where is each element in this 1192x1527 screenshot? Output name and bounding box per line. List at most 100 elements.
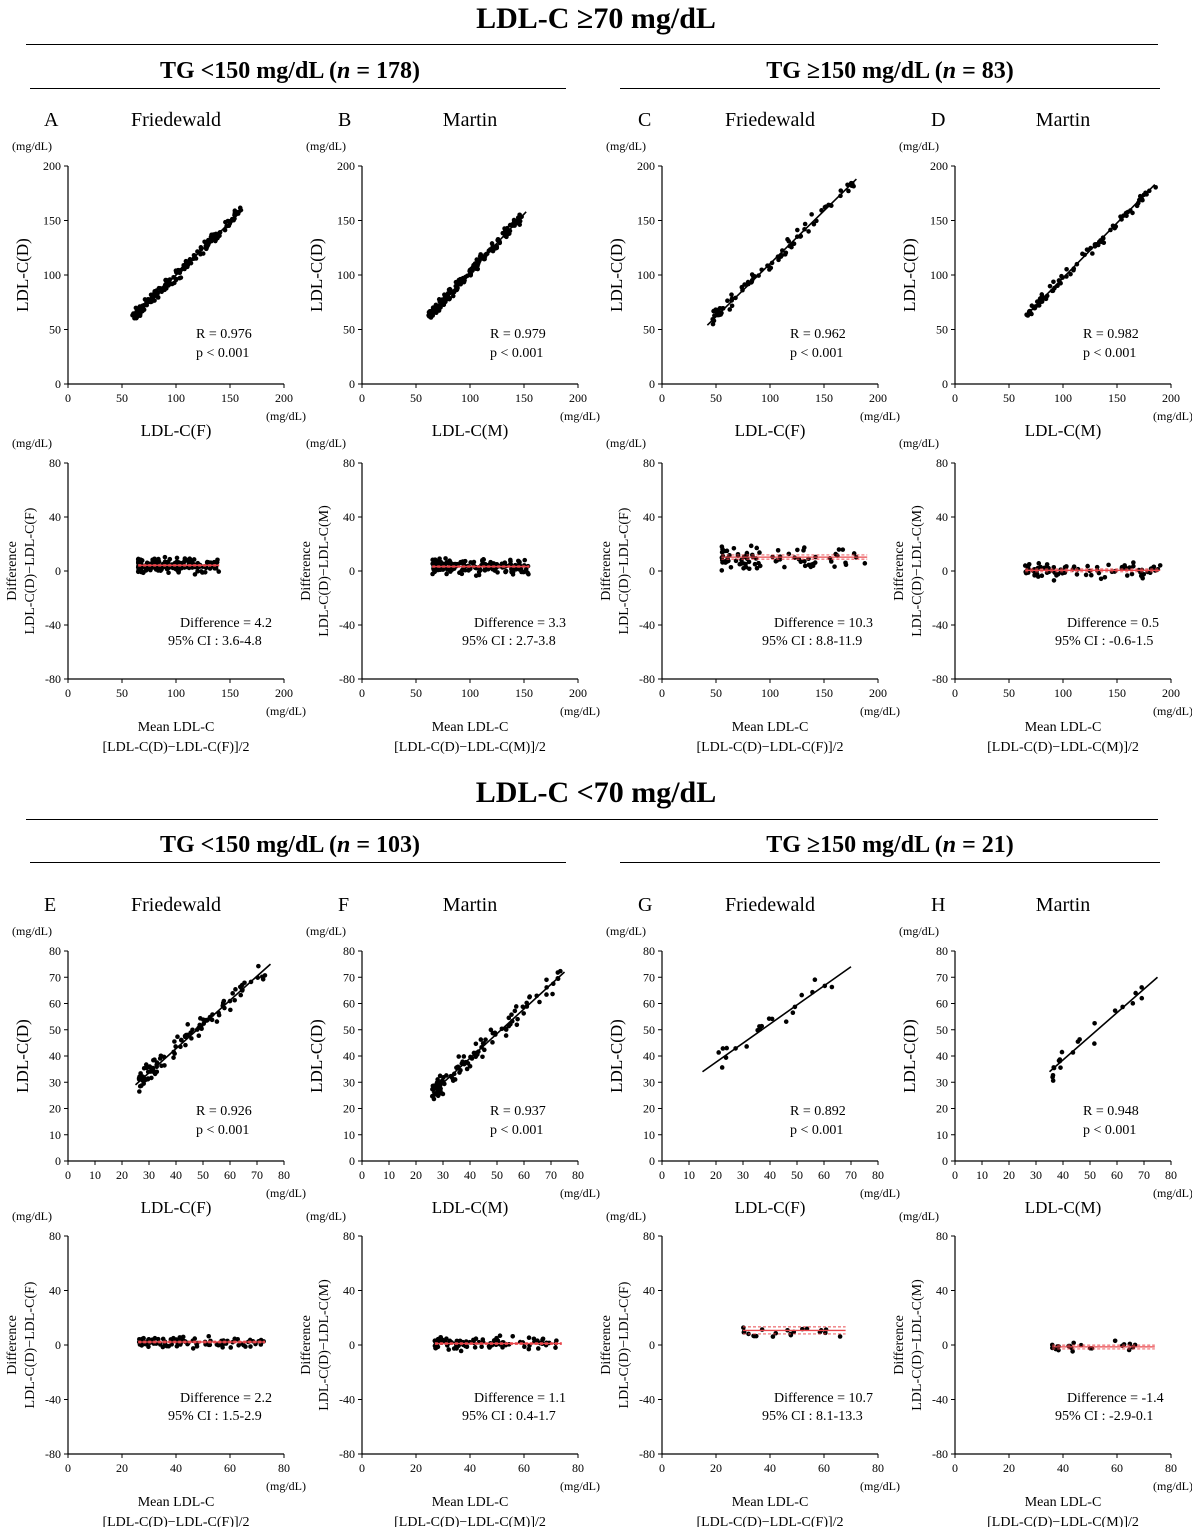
data-point <box>168 1337 174 1342</box>
y-unit-label: (mg/dL) <box>606 436 646 450</box>
y-axis-label: LDL-C(D) <box>900 238 919 312</box>
regression-line <box>1024 183 1156 317</box>
data-point <box>751 1333 756 1339</box>
x-unit-label: (mg/dL) <box>266 409 306 423</box>
data-point <box>1130 1001 1136 1006</box>
data-point <box>173 566 178 572</box>
y-tick-label: 40 <box>643 510 655 524</box>
panel-letter: C <box>638 109 651 131</box>
y-tick-label: 0 <box>55 377 61 391</box>
data-point <box>1092 1041 1097 1046</box>
x-tick-label: 200 <box>275 686 293 700</box>
data-point <box>812 977 818 982</box>
y-tick-label: 50 <box>643 323 655 337</box>
data-point <box>799 992 805 998</box>
x-axis-label-2: [LDL-C(D)−LDL-C(M)]/2 <box>394 1515 546 1527</box>
data-point <box>1130 210 1135 216</box>
y-unit-label: (mg/dL) <box>899 1209 939 1223</box>
y-tick-label: 30 <box>643 1075 655 1089</box>
data-point <box>1157 563 1163 568</box>
data-point <box>157 1056 163 1061</box>
x-tick-label: 80 <box>572 1461 584 1475</box>
data-point <box>1051 578 1057 583</box>
x-tick-label: 200 <box>869 686 887 700</box>
data-point <box>752 561 758 567</box>
x-tick-label: 50 <box>410 391 422 405</box>
x-tick-label: 10 <box>976 1168 988 1182</box>
data-point <box>526 1346 532 1352</box>
data-point <box>214 560 220 565</box>
data-point <box>756 560 761 566</box>
panel-letter: H <box>931 894 945 916</box>
data-point <box>183 1042 188 1048</box>
data-point <box>137 1089 142 1094</box>
regression-line <box>706 178 857 326</box>
data-point <box>233 987 238 992</box>
group-rule-c <box>30 862 566 863</box>
data-point <box>491 561 497 567</box>
data-point <box>733 558 739 564</box>
y-tick-label: 30 <box>343 1075 355 1089</box>
panel-h: 0 10 20 30 40 50 60 70 80 0 10 20 30 40 50 60 70 80 (mg/dL… <box>899 894 1192 1217</box>
y-axis-label-2: LDL-C(D)−LDL-C(F) <box>23 1281 38 1408</box>
x-unit-label: (mg/dL) <box>860 704 900 718</box>
data-point <box>777 557 783 562</box>
panel-e2: 0 20 40 60 80 -80 -40 0 40 80 (mg/dL) (mg/dL) Mean L… <box>5 1209 306 1527</box>
x-unit-label: (mg/dL) <box>860 409 900 423</box>
y-tick-label: 80 <box>343 1229 355 1243</box>
data-point <box>743 561 748 567</box>
y-tick-label: 100 <box>337 268 355 282</box>
panel-h2: 0 20 40 60 80 -80 -40 0 40 80 (mg/dL) (mg/dL) Mean L… <box>892 1209 1192 1527</box>
data-point <box>846 188 851 194</box>
stat-ci: 95% CI : 2.7-3.8 <box>462 634 556 649</box>
y-tick-label: -40 <box>932 1393 948 1407</box>
data-point <box>175 1034 180 1040</box>
y-tick-label: 150 <box>337 214 355 228</box>
data-point <box>521 569 526 575</box>
data-point <box>479 1344 484 1350</box>
x-tick-label: 50 <box>791 1168 803 1182</box>
data-point <box>1059 1049 1065 1055</box>
data-point <box>438 1334 444 1340</box>
y-tick-label: 200 <box>637 159 655 173</box>
data-point <box>823 1327 829 1332</box>
y-tick-label: 100 <box>43 268 61 282</box>
x-tick-label: 50 <box>410 686 422 700</box>
y-tick-label: 0 <box>349 1338 355 1352</box>
y-tick-label: 70 <box>343 970 355 984</box>
data-point <box>724 1045 729 1051</box>
stat-ci: 95% CI : 8.1-13.3 <box>762 1409 863 1424</box>
x-tick-label: 60 <box>224 1168 236 1182</box>
y-tick-label: 200 <box>337 159 355 173</box>
y-tick-label: 150 <box>930 214 948 228</box>
panel-e: 0 10 20 30 40 50 60 70 80 0 10 20 30 40 50 60 70 80 (mg/dL… <box>12 894 306 1217</box>
x-tick-label: 40 <box>1057 1461 1069 1475</box>
data-point <box>1080 251 1085 257</box>
x-tick-label: 150 <box>815 391 833 405</box>
data-point <box>773 1330 779 1336</box>
y-tick-label: -80 <box>45 672 61 686</box>
data-point <box>767 267 772 272</box>
panel-letter: G <box>638 894 652 916</box>
x-tick-label: 0 <box>359 1461 365 1475</box>
y-tick-label: 40 <box>936 510 948 524</box>
data-point <box>851 183 856 189</box>
x-tick-label: 80 <box>1165 1168 1177 1182</box>
y-tick-label: 40 <box>936 1049 948 1063</box>
y-tick-label: 150 <box>637 214 655 228</box>
x-tick-label: 150 <box>221 686 239 700</box>
x-tick-label: 150 <box>515 686 533 700</box>
data-point <box>1038 564 1043 570</box>
y-tick-label: 40 <box>343 1284 355 1298</box>
data-point <box>738 561 744 566</box>
data-point <box>524 1000 529 1006</box>
panel-f2: 0 20 40 60 80 -80 -40 0 40 80 (mg/dL) (mg/dL) Mean L… <box>299 1209 600 1527</box>
data-point <box>829 984 835 990</box>
data-point <box>786 238 792 244</box>
x-tick-label: 0 <box>65 686 71 700</box>
data-point <box>1044 562 1050 567</box>
panel-letter: E <box>44 894 56 916</box>
stat-r: R = 0.976 <box>196 327 252 342</box>
y-axis-label: LDL-C(D) <box>307 238 326 312</box>
x-tick-label: 70 <box>1138 1168 1150 1182</box>
